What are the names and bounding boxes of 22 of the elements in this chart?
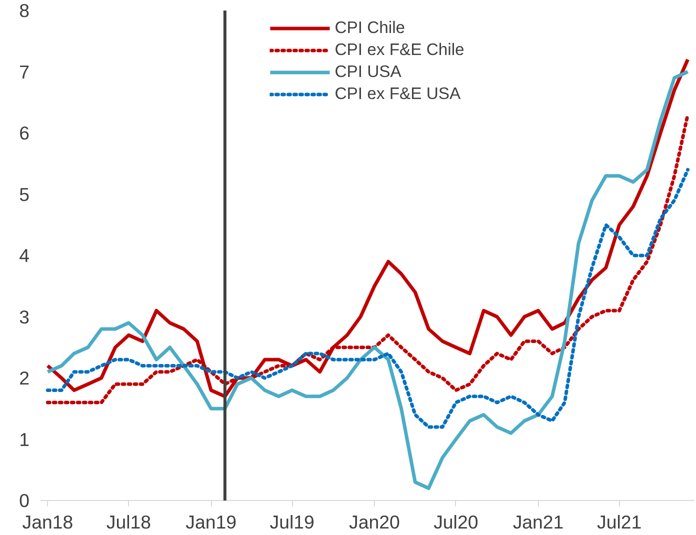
x-tick-label: Jul20 <box>434 512 478 532</box>
line-series <box>46 168 690 429</box>
x-tick-label: Jul21 <box>596 512 642 532</box>
y-tick-label: 4 <box>19 245 30 266</box>
legend-label: CPI ex F&E USA <box>334 84 461 104</box>
x-tick-label: Jan18 <box>22 512 74 532</box>
legend-label: CPI ex F&E Chile <box>334 40 464 60</box>
x-tick-label: Jan20 <box>349 512 400 532</box>
y-tick-label: 2 <box>19 368 30 388</box>
y-tick-label: 7 <box>19 61 30 82</box>
x-tick-label: Jul19 <box>270 512 314 532</box>
y-tick-label: 6 <box>19 122 30 144</box>
x-tick-label: Jul18 <box>106 512 151 532</box>
y-tick-label: 0 <box>19 490 30 511</box>
x-tick-label: Jan19 <box>186 512 236 532</box>
y-tick-label: 8 <box>19 0 30 21</box>
y-tick-label: 5 <box>19 184 30 205</box>
y-tick-label: 1 <box>19 428 30 450</box>
legend-label: CPI USA <box>334 62 402 82</box>
y-tick-label: 3 <box>19 306 30 328</box>
x-tick-label: Jan21 <box>512 512 564 532</box>
legend-label: CPI Chile <box>334 18 406 38</box>
